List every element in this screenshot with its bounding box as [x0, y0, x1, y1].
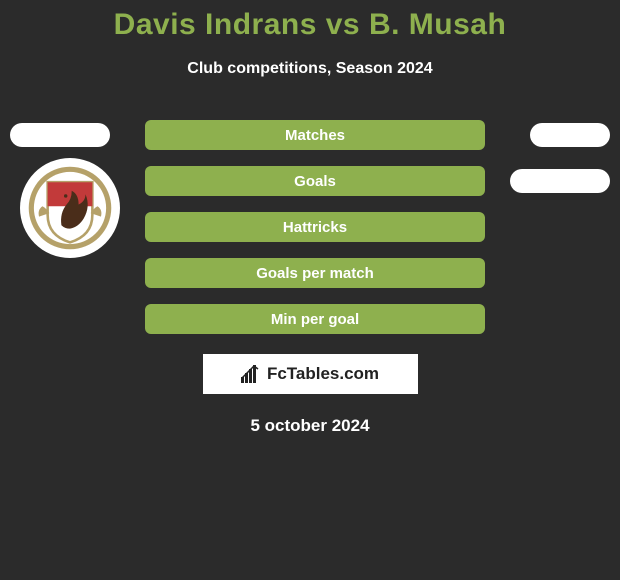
right-value-bubble: [510, 169, 610, 193]
page-subtitle: Club competitions, Season 2024: [0, 60, 620, 78]
metric-pill: Hattricks: [145, 212, 485, 242]
brand-text: FcTables.com: [267, 364, 379, 384]
metric-pill: Matches: [145, 120, 485, 150]
right-value-bubble: [530, 123, 610, 147]
chart-row: Matches: [0, 120, 620, 150]
comparison-chart: Matches Goals Hattricks Goals per match Min …: [0, 120, 620, 334]
metric-pill: Min per goal: [145, 304, 485, 334]
club-logo: [20, 158, 120, 258]
metric-pill: Goals: [145, 166, 485, 196]
chart-row: Min per goal: [0, 304, 620, 334]
page-title: Davis Indrans vs B. Musah: [0, 0, 620, 42]
chart-row: Goals per match: [0, 258, 620, 288]
club-crest-icon: [27, 165, 113, 251]
club-logo-circle: [20, 158, 120, 258]
brand-badge: FcTables.com: [203, 354, 418, 394]
footer-date: 5 october 2024: [0, 416, 620, 436]
metric-pill: Goals per match: [145, 258, 485, 288]
left-value-bubble: [10, 123, 110, 147]
infographic-container: Davis Indrans vs B. Musah Club competiti…: [0, 0, 620, 580]
chart-bars-icon: [241, 365, 263, 383]
